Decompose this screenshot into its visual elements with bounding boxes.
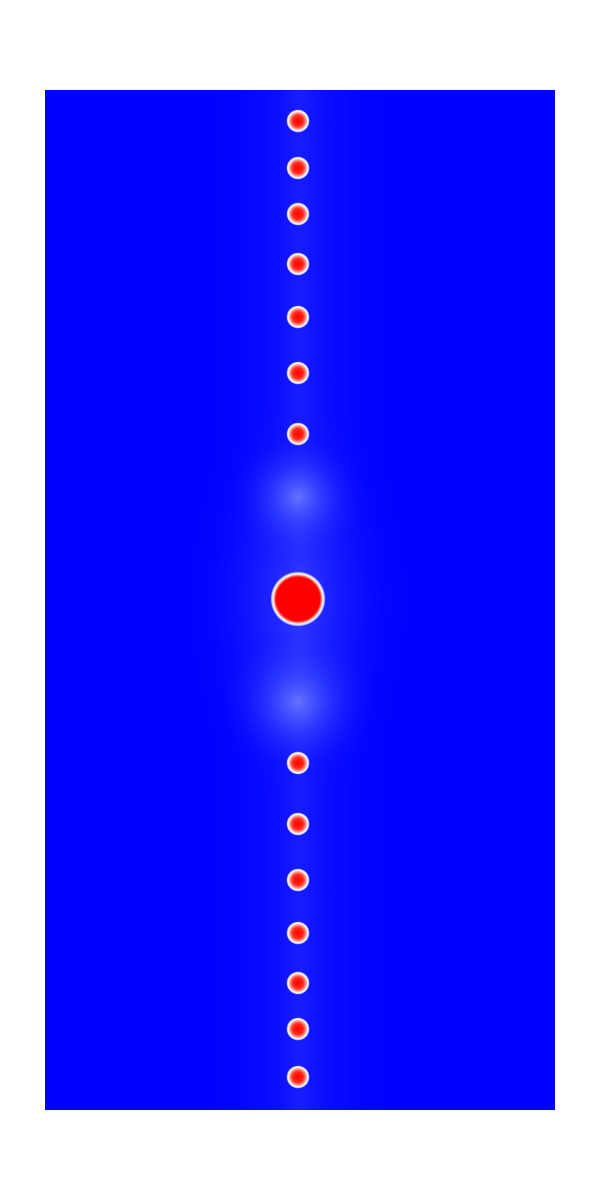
upper-spot-chain [286, 109, 310, 446]
lower-spot-chain [286, 751, 310, 1089]
spot [286, 921, 310, 945]
spot [286, 1065, 310, 1089]
spot [286, 422, 310, 446]
spot [286, 751, 310, 775]
spot [286, 868, 310, 892]
spot [286, 361, 310, 385]
spot [286, 305, 310, 329]
spot [286, 1017, 310, 1041]
spot [286, 202, 310, 226]
spot [286, 812, 310, 836]
spot [286, 971, 310, 995]
spot [286, 109, 310, 133]
spot [286, 252, 310, 276]
spot [286, 156, 310, 180]
central-spot [270, 571, 326, 627]
field-figure [45, 90, 555, 1110]
